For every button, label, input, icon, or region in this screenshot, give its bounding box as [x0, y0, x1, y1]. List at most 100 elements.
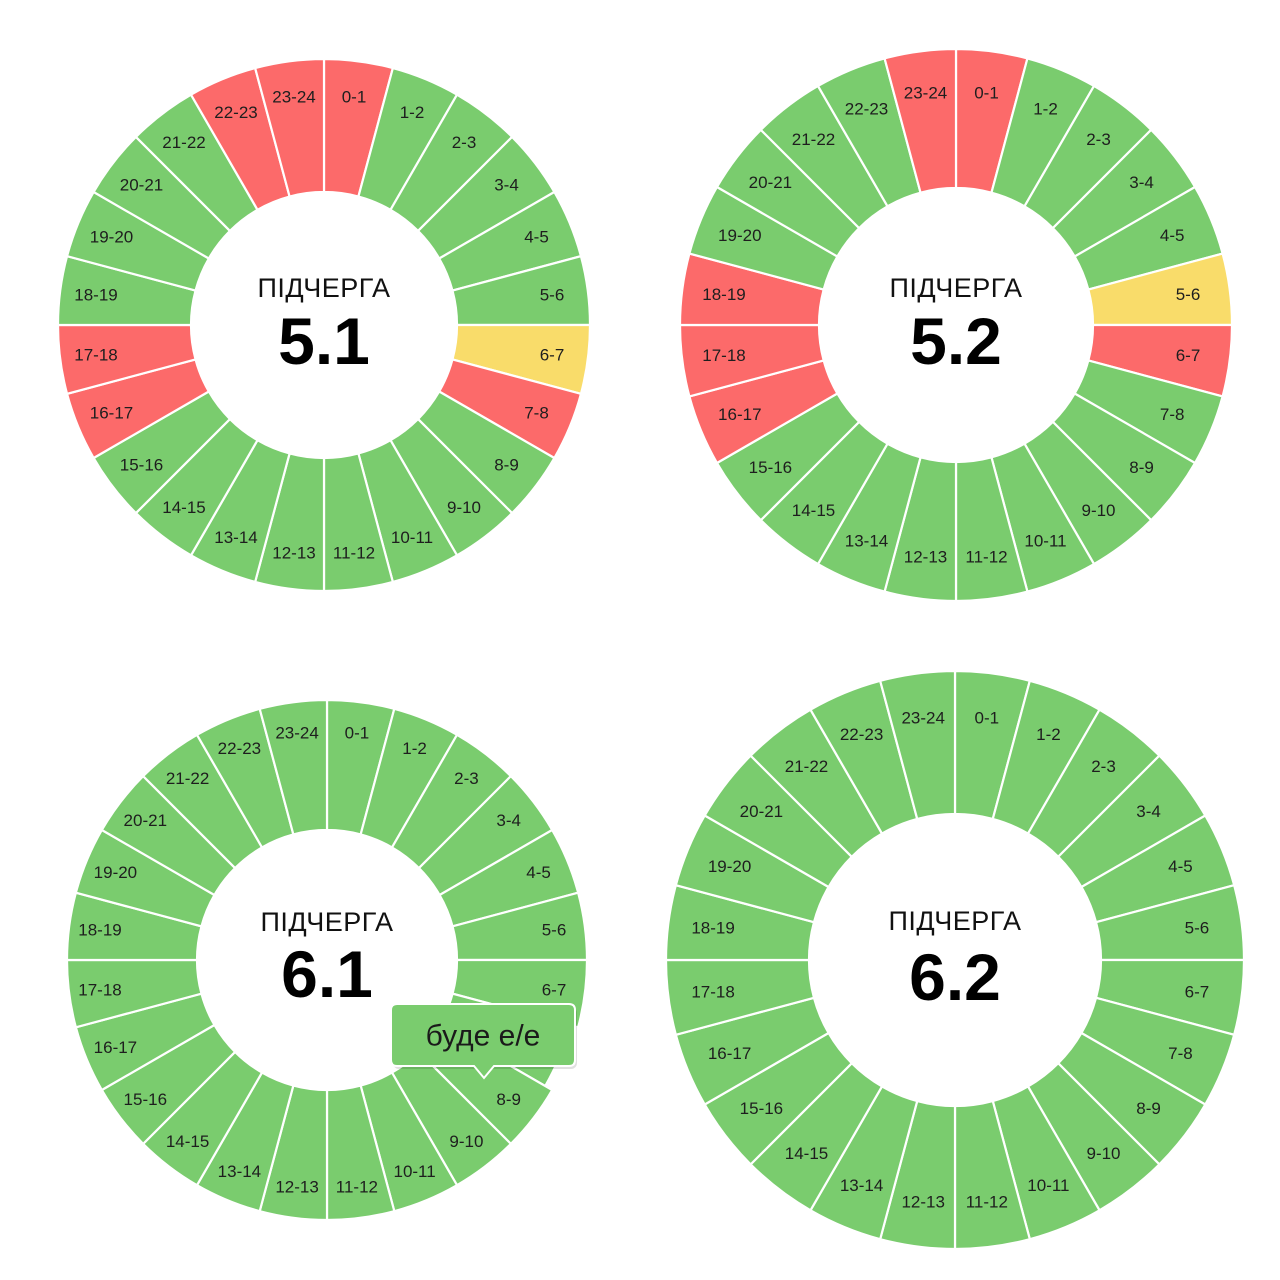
- hour-label: 17-18: [74, 346, 117, 365]
- hour-label: 23-24: [272, 88, 315, 107]
- hour-label: 15-16: [120, 456, 163, 475]
- hour-label: 22-23: [840, 725, 883, 744]
- hour-label: 20-21: [749, 173, 792, 192]
- hour-label: 14-15: [162, 498, 205, 517]
- hour-label: 4-5: [526, 863, 551, 882]
- hour-label: 7-8: [1168, 1044, 1193, 1063]
- tooltip: буде е/е: [390, 1003, 577, 1080]
- hour-label: 12-13: [904, 548, 947, 567]
- queue-caption: ПІДЧЕРГА: [889, 273, 1022, 303]
- hour-label: 10-11: [391, 528, 433, 547]
- hour-label: 9-10: [449, 1132, 483, 1151]
- hour-label: 17-18: [702, 346, 745, 365]
- tooltip-text: буде е/е: [426, 1020, 541, 1053]
- hour-label: 6-7: [1185, 982, 1210, 1001]
- hour-segment[interactable]: [883, 47, 958, 195]
- hour-label: 18-19: [78, 921, 121, 940]
- hour-label: 10-11: [1024, 532, 1066, 551]
- hour-label: 13-14: [840, 1176, 883, 1195]
- hour-label: 3-4: [496, 811, 521, 830]
- hour-label: 5-6: [542, 921, 567, 940]
- hour-label: 21-22: [162, 133, 205, 152]
- hour-label: 0-1: [974, 84, 999, 103]
- donut-chart-5-2: 0-1 1-2 2-3 3-4 4-5 5-6 6-7 7-8 8-9 9-10 10-11 11-1…: [678, 47, 1234, 603]
- hour-label: 19-20: [94, 863, 137, 882]
- queue-caption: ПІДЧЕРГА: [888, 906, 1021, 936]
- hour-label: 7-8: [1160, 405, 1185, 424]
- queue-number: 6.2: [909, 940, 1001, 1014]
- hour-label: 5-6: [1185, 919, 1210, 938]
- hour-label: 21-22: [792, 130, 835, 149]
- hour-label: 3-4: [1136, 802, 1161, 821]
- hour-label: 18-19: [702, 285, 745, 304]
- hour-label: 10-11: [393, 1162, 435, 1181]
- tooltip-box: [390, 1003, 576, 1080]
- donut-chart-6-2: 0-1 1-2 2-3 3-4 4-5 5-6 6-7 7-8 8-9 9-10 10-11 11-1…: [664, 669, 1246, 1251]
- hour-label: 11-12: [966, 1192, 1008, 1211]
- queue-number: 5.1: [278, 304, 370, 378]
- hour-label: 12-13: [901, 1192, 944, 1211]
- hour-label: 0-1: [345, 724, 370, 743]
- donut-chart-5-1: 0-1 1-2 2-3 3-4 4-5 5-6 6-7 7-8 8-9 9-10 10-11 11-1…: [56, 57, 592, 593]
- hour-label: 1-2: [402, 739, 427, 758]
- hour-label: 4-5: [524, 228, 549, 247]
- hour-label: 1-2: [1036, 725, 1061, 744]
- hour-label: 19-20: [90, 228, 133, 247]
- hour-label: 16-17: [708, 1044, 751, 1063]
- hour-label: 14-15: [792, 501, 835, 520]
- hour-label: 1-2: [400, 103, 425, 122]
- hour-segment[interactable]: [878, 669, 957, 821]
- hour-label: 17-18: [78, 980, 121, 999]
- hour-label: 20-21: [124, 811, 167, 830]
- hour-label: 18-19: [74, 286, 117, 305]
- hour-label: 23-24: [901, 709, 944, 728]
- hour-label: 8-9: [496, 1090, 521, 1109]
- hour-label: 20-21: [120, 176, 163, 195]
- hour-label: 8-9: [1136, 1099, 1161, 1118]
- hour-label: 2-3: [452, 133, 477, 152]
- hour-label: 15-16: [124, 1090, 167, 1109]
- hour-label: 11-12: [336, 1178, 378, 1197]
- hour-label: 23-24: [904, 84, 947, 103]
- hour-label: 9-10: [447, 498, 481, 517]
- hour-label: 12-13: [275, 1178, 318, 1197]
- hour-label: 12-13: [272, 544, 315, 563]
- hour-label: 11-12: [965, 548, 1007, 567]
- hour-label: 23-24: [275, 724, 318, 743]
- hour-label: 16-17: [94, 1038, 137, 1057]
- hour-label: 3-4: [494, 176, 519, 195]
- donut-chart-6-1: 0-11-22-33-44-55-66-77-88-99-1010-1111-1…: [65, 698, 589, 1222]
- hour-segment[interactable]: [258, 698, 329, 836]
- hour-label: 2-3: [1091, 757, 1116, 776]
- hour-label: 16-17: [718, 405, 761, 424]
- hour-label: 6-7: [1176, 346, 1201, 365]
- hour-label: 11-12: [333, 544, 375, 563]
- hour-label: 10-11: [1027, 1176, 1069, 1195]
- queue-number: 5.2: [910, 304, 1002, 378]
- hour-label: 21-22: [785, 757, 828, 776]
- hour-label: 18-19: [691, 919, 734, 938]
- hour-label: 19-20: [718, 226, 761, 245]
- hour-label: 14-15: [166, 1132, 209, 1151]
- queue-caption: ПІДЧЕРГА: [260, 907, 393, 937]
- hour-label: 5-6: [540, 286, 565, 305]
- hour-label: 13-14: [218, 1162, 261, 1181]
- hour-label: 0-1: [342, 88, 367, 107]
- hour-label: 13-14: [845, 532, 888, 551]
- hour-label: 14-15: [785, 1144, 828, 1163]
- hour-label: 4-5: [1160, 226, 1185, 245]
- hour-segment[interactable]: [253, 57, 326, 198]
- hour-label: 22-23: [845, 99, 888, 118]
- hour-label: 22-23: [218, 739, 261, 758]
- hour-label: 9-10: [1081, 501, 1115, 520]
- hour-label: 7-8: [524, 404, 549, 423]
- hour-label: 15-16: [749, 458, 792, 477]
- hour-label: 6-7: [540, 346, 565, 365]
- queue-caption: ПІДЧЕРГА: [257, 273, 390, 303]
- hour-label: 8-9: [494, 456, 519, 475]
- hour-label: 4-5: [1168, 857, 1193, 876]
- hour-label: 17-18: [691, 982, 734, 1001]
- hour-label: 0-1: [975, 709, 1000, 728]
- hour-label: 21-22: [166, 769, 209, 788]
